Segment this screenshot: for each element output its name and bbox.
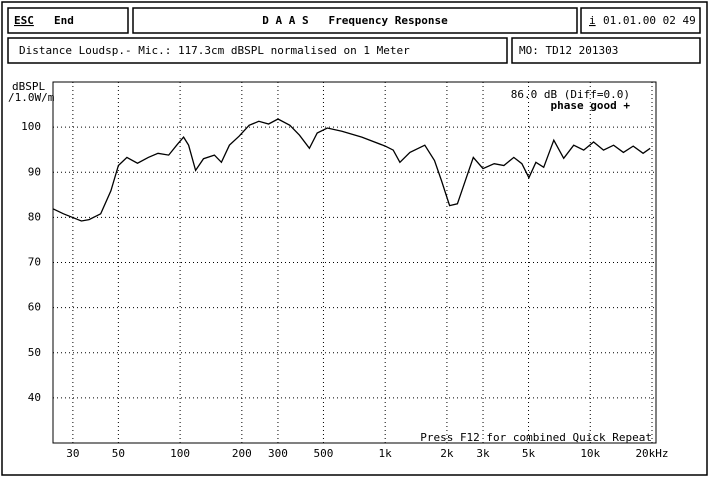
model-box — [511, 37, 701, 64]
measurement-box — [7, 37, 508, 64]
y-axis-label: dBSPL — [12, 80, 45, 93]
y-tick-label: 70 — [28, 256, 41, 269]
app-title: D A A S Frequency Response — [262, 14, 448, 27]
y-tick-label: 90 — [28, 165, 41, 178]
x-tick-label: 10k — [580, 447, 600, 460]
x-tick-label: 300 — [268, 447, 288, 460]
end-label[interactable]: End — [54, 14, 74, 27]
esc-box[interactable] — [7, 7, 129, 34]
x-tick-label: 50 — [112, 447, 125, 460]
x-tick-label: 5k — [522, 447, 536, 460]
measurement-info: Distance Loudsp.- Mic.: 117.3cm dBSPL no… — [19, 44, 410, 57]
x-tick-label: 100 — [170, 447, 190, 460]
x-tick-label: 2k — [440, 447, 454, 460]
y-axis-unit: /1.0W/m — [8, 91, 55, 104]
response-curve — [52, 118, 651, 222]
y-tick-label: 100 — [21, 120, 41, 133]
phase-note: phase good + — [551, 99, 631, 112]
x-tick-label: 30 — [66, 447, 79, 460]
y-tick-label: 50 — [28, 346, 41, 359]
y-tick-label: 80 — [28, 210, 41, 223]
footer-hint: Press F12 for combined Quick Repeat — [420, 431, 652, 444]
level-note: 86.0 dB (Diff=0.0) — [511, 88, 630, 101]
info-key[interactable]: i — [589, 14, 596, 27]
title-box — [132, 7, 578, 34]
model-info: MO: TD12 201303 — [519, 44, 618, 57]
x-tick-label: 500 — [314, 447, 334, 460]
y-tick-label: 40 — [28, 391, 41, 404]
x-tick-label: 1k — [379, 447, 393, 460]
y-tick-label: 60 — [28, 301, 41, 314]
x-tick-label: 20kHz — [635, 447, 668, 460]
x-tick-label: 3k — [476, 447, 490, 460]
esc-key[interactable]: ESC — [14, 14, 34, 27]
x-tick-label: 200 — [232, 447, 252, 460]
info-box[interactable] — [580, 7, 701, 34]
datetime: 01.01.00 02 49 — [603, 14, 696, 27]
